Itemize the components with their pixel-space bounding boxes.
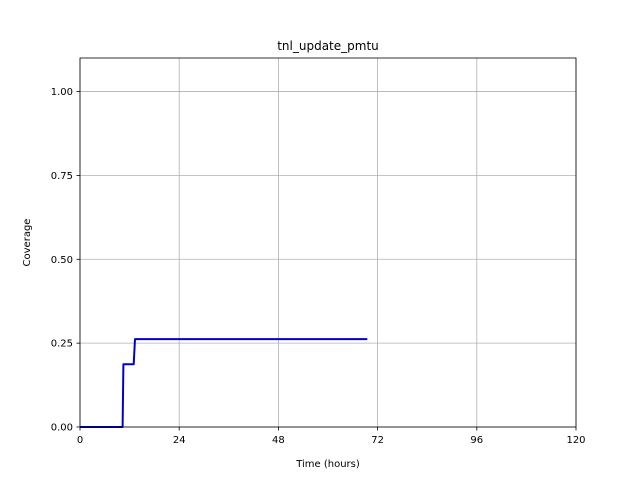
x-axis-label: Time (hours): [295, 459, 360, 470]
x-tick-label: 48: [272, 435, 285, 446]
x-tick-label: 120: [566, 435, 585, 446]
chart-title: tnl_update_pmtu: [277, 39, 379, 53]
y-tick-label: 0.00: [51, 423, 73, 434]
x-tick-label: 0: [77, 435, 83, 446]
y-axis-label: Coverage: [22, 219, 33, 267]
y-axis-ticks: 0.00 0.25 0.50 0.75 1.00: [51, 87, 80, 434]
y-tick-label: 0.75: [51, 171, 73, 182]
plot-frame: [79, 57, 577, 428]
y-tick-label: 0.50: [51, 255, 73, 266]
y-tick-label: 1.00: [51, 87, 73, 98]
x-tick-label: 96: [470, 435, 483, 446]
x-tick-label: 72: [371, 435, 384, 446]
y-tick-label: 0.25: [51, 339, 73, 350]
x-axis-ticks: 0 24 48 72 96 120: [77, 427, 586, 446]
x-tick-label: 24: [173, 435, 186, 446]
